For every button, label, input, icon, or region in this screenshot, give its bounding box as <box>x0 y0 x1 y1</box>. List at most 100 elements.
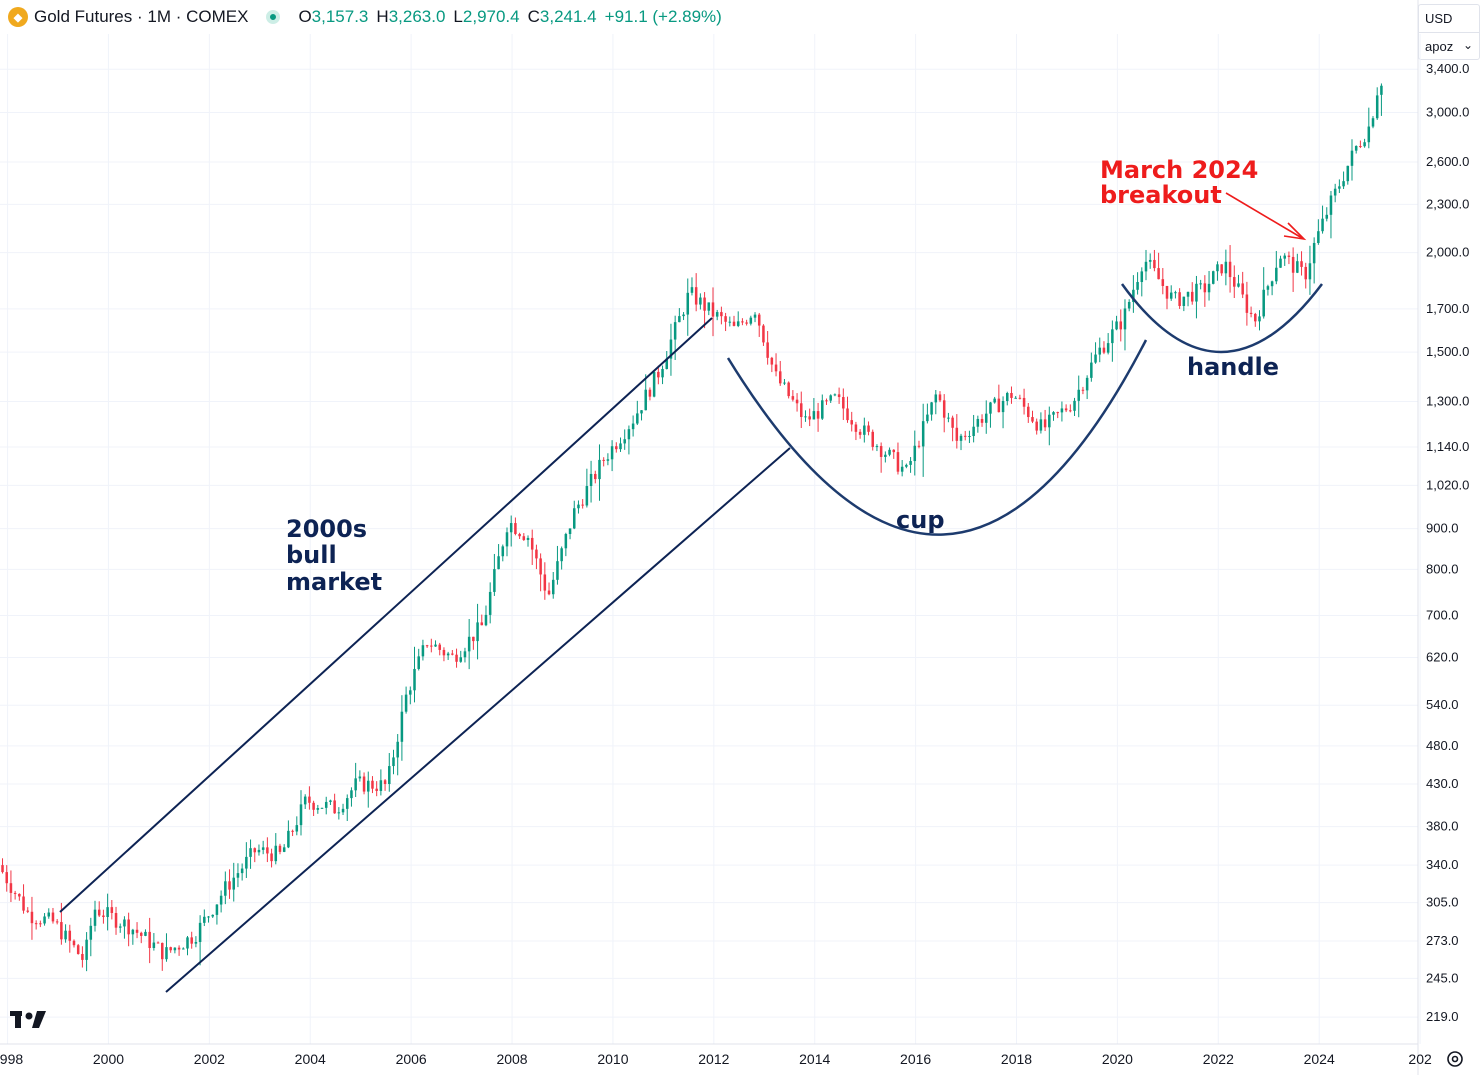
candle <box>1119 309 1123 342</box>
candle <box>1127 299 1131 312</box>
candle <box>909 457 912 473</box>
candle-body <box>451 653 454 655</box>
candle <box>106 893 109 931</box>
candle-body <box>266 847 269 854</box>
candle <box>329 799 332 805</box>
candle <box>711 287 715 337</box>
candle <box>1291 247 1295 292</box>
candle-body <box>694 287 698 305</box>
candle <box>85 932 88 972</box>
candle-body <box>316 808 320 810</box>
candle-body <box>703 297 706 311</box>
price-tick-label: 380.0 <box>1426 819 1459 834</box>
candle-body <box>968 436 971 438</box>
symbol-title[interactable]: Gold Futures · 1M · COMEX <box>34 7 249 26</box>
candle <box>1254 312 1257 327</box>
candle <box>1174 290 1177 299</box>
candle-body <box>581 504 584 506</box>
candle-body <box>329 800 332 802</box>
candle-body <box>232 877 235 890</box>
candle <box>392 749 395 775</box>
candle-body <box>182 948 185 950</box>
candle <box>1153 249 1156 272</box>
candle-body <box>829 395 832 401</box>
candle-body <box>1027 406 1030 418</box>
candle-body <box>640 410 643 414</box>
tradingview-logo-icon[interactable] <box>10 1008 48 1030</box>
candle <box>350 787 353 807</box>
candle-body <box>22 896 25 911</box>
candle-body <box>598 459 601 480</box>
candle <box>1010 386 1013 404</box>
candle <box>724 312 727 332</box>
candle-body <box>1245 294 1249 313</box>
candle <box>1018 394 1022 400</box>
unit-select[interactable]: apoz ⌄ <box>1418 32 1480 60</box>
candle-body <box>993 398 996 403</box>
candle <box>644 374 647 411</box>
candle-body <box>791 396 795 400</box>
candle-body <box>1325 214 1329 219</box>
candle <box>959 433 963 451</box>
candle-body <box>1056 412 1059 414</box>
candle-body <box>291 830 294 832</box>
candle <box>900 460 904 477</box>
candle <box>879 442 883 473</box>
candle-body <box>947 417 950 419</box>
candle-body <box>169 947 172 951</box>
candle-body <box>821 400 824 419</box>
candle <box>846 396 849 423</box>
candle <box>1056 411 1059 419</box>
candle-body <box>1254 313 1257 322</box>
candle <box>863 417 866 443</box>
candle <box>1043 409 1047 432</box>
candle <box>1048 406 1051 446</box>
candle-body <box>732 321 736 326</box>
candle <box>43 913 46 926</box>
settings-gear-icon[interactable] <box>1442 1046 1468 1072</box>
candle-body <box>72 940 76 946</box>
ohlc-open-key: O <box>298 7 312 26</box>
candle <box>240 863 244 881</box>
candle-body <box>379 780 383 791</box>
candles <box>1 83 1383 972</box>
candle-body <box>888 449 891 455</box>
candle-body <box>81 953 84 960</box>
currency-select[interactable]: USD <box>1418 4 1480 32</box>
candle <box>438 642 441 656</box>
candle <box>556 545 559 585</box>
candle <box>1220 264 1223 276</box>
price-axis[interactable]: 3,400.0 3,000.0 2,600.0 2,300.0 2,000.0 1,700… <box>1417 0 1469 1075</box>
candle-body <box>333 800 336 814</box>
candle-body <box>699 297 702 305</box>
candle-body <box>421 645 425 657</box>
candle-body <box>875 446 879 448</box>
candle-body <box>1363 142 1366 147</box>
ohlc-high-key: H <box>376 7 389 26</box>
candle <box>1203 275 1207 307</box>
candle-body <box>766 342 769 358</box>
candle-body <box>1216 264 1219 272</box>
candle-body <box>476 622 479 642</box>
candle <box>93 900 97 932</box>
candle-body <box>1052 412 1055 415</box>
year-tick-label: 2022 <box>1203 1051 1234 1067</box>
cup-curve <box>726 339 1148 536</box>
time-axis[interactable]: 1998 2000 2002 2004 2006 2008 2010 2012 2014 2016… <box>0 1043 1432 1067</box>
candle <box>1329 191 1333 239</box>
candle <box>526 535 530 547</box>
candle <box>295 816 299 836</box>
candle <box>472 636 475 650</box>
candle <box>476 603 479 660</box>
candle-body <box>13 892 17 894</box>
candle <box>1035 418 1038 435</box>
candle <box>72 939 76 948</box>
candle-body <box>455 654 458 662</box>
channel-lower-line <box>165 447 791 993</box>
candle <box>22 884 25 914</box>
year-tick-label: 2000 <box>93 1051 124 1067</box>
ohlc-open-value: 3,157.3 <box>311 7 369 26</box>
candle <box>156 941 160 944</box>
candle-body <box>551 579 555 595</box>
